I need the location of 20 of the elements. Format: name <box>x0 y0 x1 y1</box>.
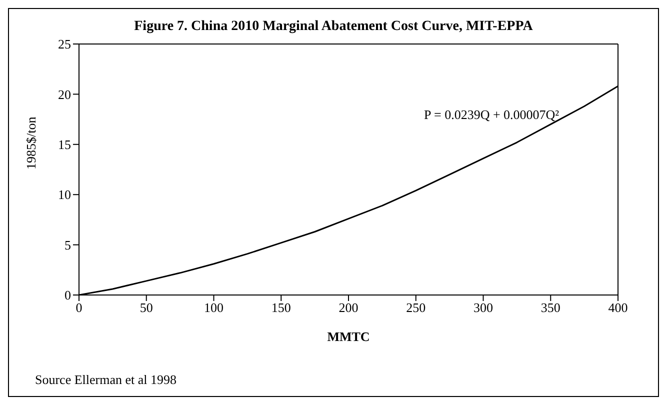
annotation: P = 0.0239Q + 0.00007Q² <box>424 107 560 123</box>
x-tick-label: 200 <box>338 300 358 316</box>
x-tick-label: 150 <box>271 300 291 316</box>
x-tick-label: 400 <box>608 300 628 316</box>
x-tick-label: 100 <box>204 300 224 316</box>
x-tick-label: 250 <box>406 300 426 316</box>
y-tick-label: 25 <box>58 36 71 52</box>
y-axis-title: 1985$/ton <box>24 116 39 170</box>
x-tick-label: 300 <box>474 300 493 316</box>
y-tick-label: 20 <box>58 86 71 102</box>
y-tick-label: 15 <box>58 137 71 152</box>
y-tick-label: 10 <box>58 187 71 202</box>
x-tick-label: 0 <box>76 300 82 316</box>
x-tick-label: 350 <box>540 300 560 316</box>
source-note: Source Ellerman et al 1998 <box>35 372 177 388</box>
chart-title: Figure 7. China 2010 Marginal Abatement Cost Curve, MIT-EPPA <box>133 19 534 35</box>
y-tick-label: 0 <box>64 288 71 303</box>
x-axis-title: MMTC <box>327 329 370 344</box>
x-tick-label: 50 <box>140 300 153 316</box>
y-tick-label: 5 <box>64 237 71 252</box>
